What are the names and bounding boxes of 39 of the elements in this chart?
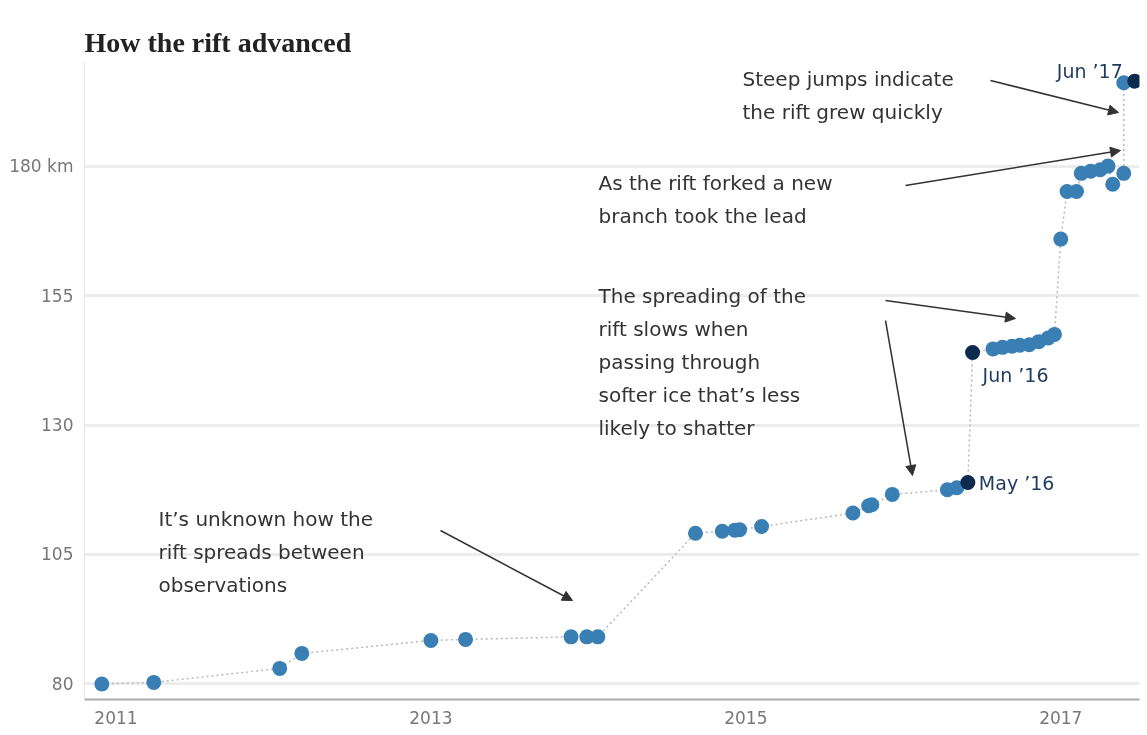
- point: [960, 475, 976, 490]
- point: [1069, 183, 1085, 199]
- annotation: Jun ’16: [981, 363, 1049, 386]
- annotation: It’s unknown how the rift spreads between observations: [158, 506, 374, 597]
- y-tick-label: 180 km: [9, 156, 74, 177]
- point: [949, 480, 965, 496]
- x-tick-label: 2015: [724, 707, 768, 728]
- point: [1053, 231, 1069, 247]
- x-tick-label: 2013: [409, 707, 453, 728]
- x-tick-label: 2011: [94, 707, 138, 728]
- annotation: Steep jumps indicate the rift grew quickly: [742, 66, 954, 124]
- point: [294, 645, 310, 661]
- point: [458, 631, 474, 647]
- annotation: The spreading of the rift slows when passing through softer ice that’s less likely to shatter: [597, 283, 806, 440]
- y-tick-label: 130: [41, 415, 74, 436]
- point: [1116, 165, 1132, 181]
- point: [94, 676, 110, 692]
- point: [845, 505, 861, 521]
- y-tick-label: 155: [41, 285, 74, 306]
- point: [687, 525, 703, 541]
- annotation: Jun ’17: [1055, 60, 1123, 83]
- y-tick-label: 80: [51, 673, 74, 694]
- point: [146, 674, 162, 690]
- point: [1105, 176, 1121, 192]
- x-tick-label: 2017: [1039, 707, 1083, 728]
- point: [563, 629, 579, 645]
- point: [1046, 326, 1062, 342]
- point: [884, 486, 900, 502]
- point: [965, 345, 981, 360]
- point: [754, 519, 770, 535]
- annotation: May ’16: [978, 471, 1055, 494]
- annotation: As the rift forked a new branch took the lead: [598, 170, 833, 228]
- point: [714, 523, 730, 539]
- point: [1100, 158, 1116, 174]
- point: [590, 629, 606, 645]
- point: [272, 660, 288, 676]
- point: [423, 632, 439, 648]
- chart-title: How the rift advanced: [84, 26, 352, 58]
- y-tick-label: 105: [41, 544, 74, 565]
